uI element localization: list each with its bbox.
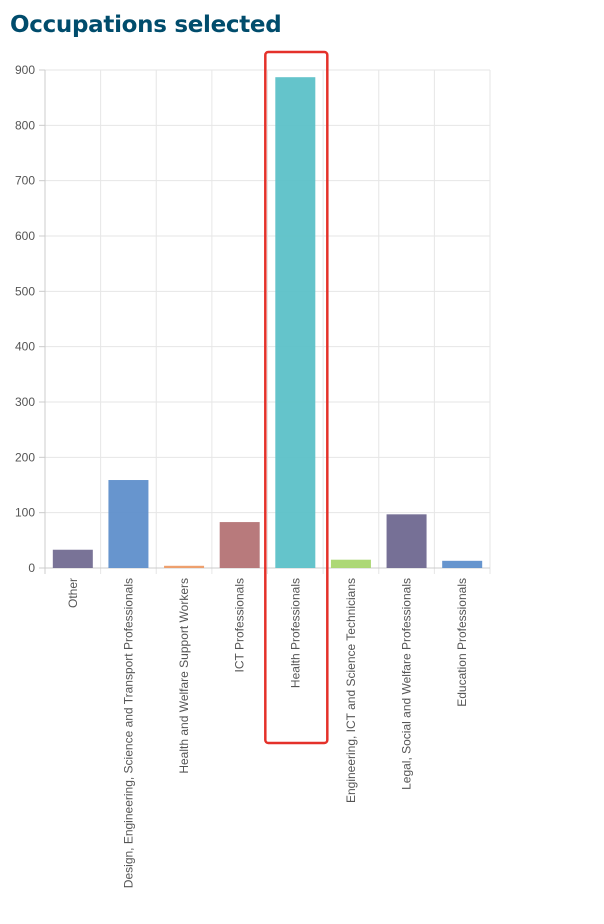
x-category-label: Engineering, ICT and Science Technicians: [344, 578, 358, 803]
bar-ict-professionals[interactable]: [219, 522, 260, 568]
bar-education-professionals[interactable]: [442, 560, 483, 568]
y-tick-label: 900: [15, 63, 35, 77]
bar-legal-social-and-welfare-professionals[interactable]: [386, 514, 427, 568]
bar-design-engineering-science-and-transport-professionals[interactable]: [108, 480, 149, 568]
bar-engineering-ict-and-science-technicians[interactable]: [330, 559, 371, 568]
highlight-box: [264, 50, 329, 745]
y-tick-label: 500: [15, 284, 35, 298]
y-tick-label: 100: [15, 506, 35, 520]
x-category-label: Education Professionals: [455, 578, 469, 707]
y-tick-label: 700: [15, 174, 35, 188]
x-category-label: Other: [66, 578, 80, 608]
y-tick-label: 400: [15, 340, 35, 354]
chart-highlight: [264, 50, 329, 745]
y-tick-label: 200: [15, 450, 35, 464]
chart-labels: 0 100 200 300 400 500 600 700 800 900 Other Design,…: [15, 63, 469, 888]
bar-health-and-welfare-support-workers[interactable]: [164, 565, 205, 568]
y-tick-label: 800: [15, 118, 35, 132]
chart-grid: [45, 69, 491, 574]
chart-bars: [52, 77, 483, 569]
bar-health-professionals[interactable]: [275, 77, 316, 569]
x-category-label: Health Professionals: [288, 578, 302, 688]
x-category-label: Legal, Social and Welfare Professionals: [400, 578, 414, 790]
x-category-label: ICT Professionals: [233, 578, 247, 672]
x-category-label: Health and Welfare Support Workers: [177, 578, 191, 774]
y-tick-label: 300: [15, 395, 35, 409]
x-category-label: Design, Engineering, Science and Transpo…: [121, 578, 135, 888]
page-title: Occupations selected: [10, 12, 282, 38]
y-tick-label: 0: [28, 561, 35, 575]
bar-other[interactable]: [52, 549, 93, 568]
y-tick-label: 600: [15, 229, 35, 243]
